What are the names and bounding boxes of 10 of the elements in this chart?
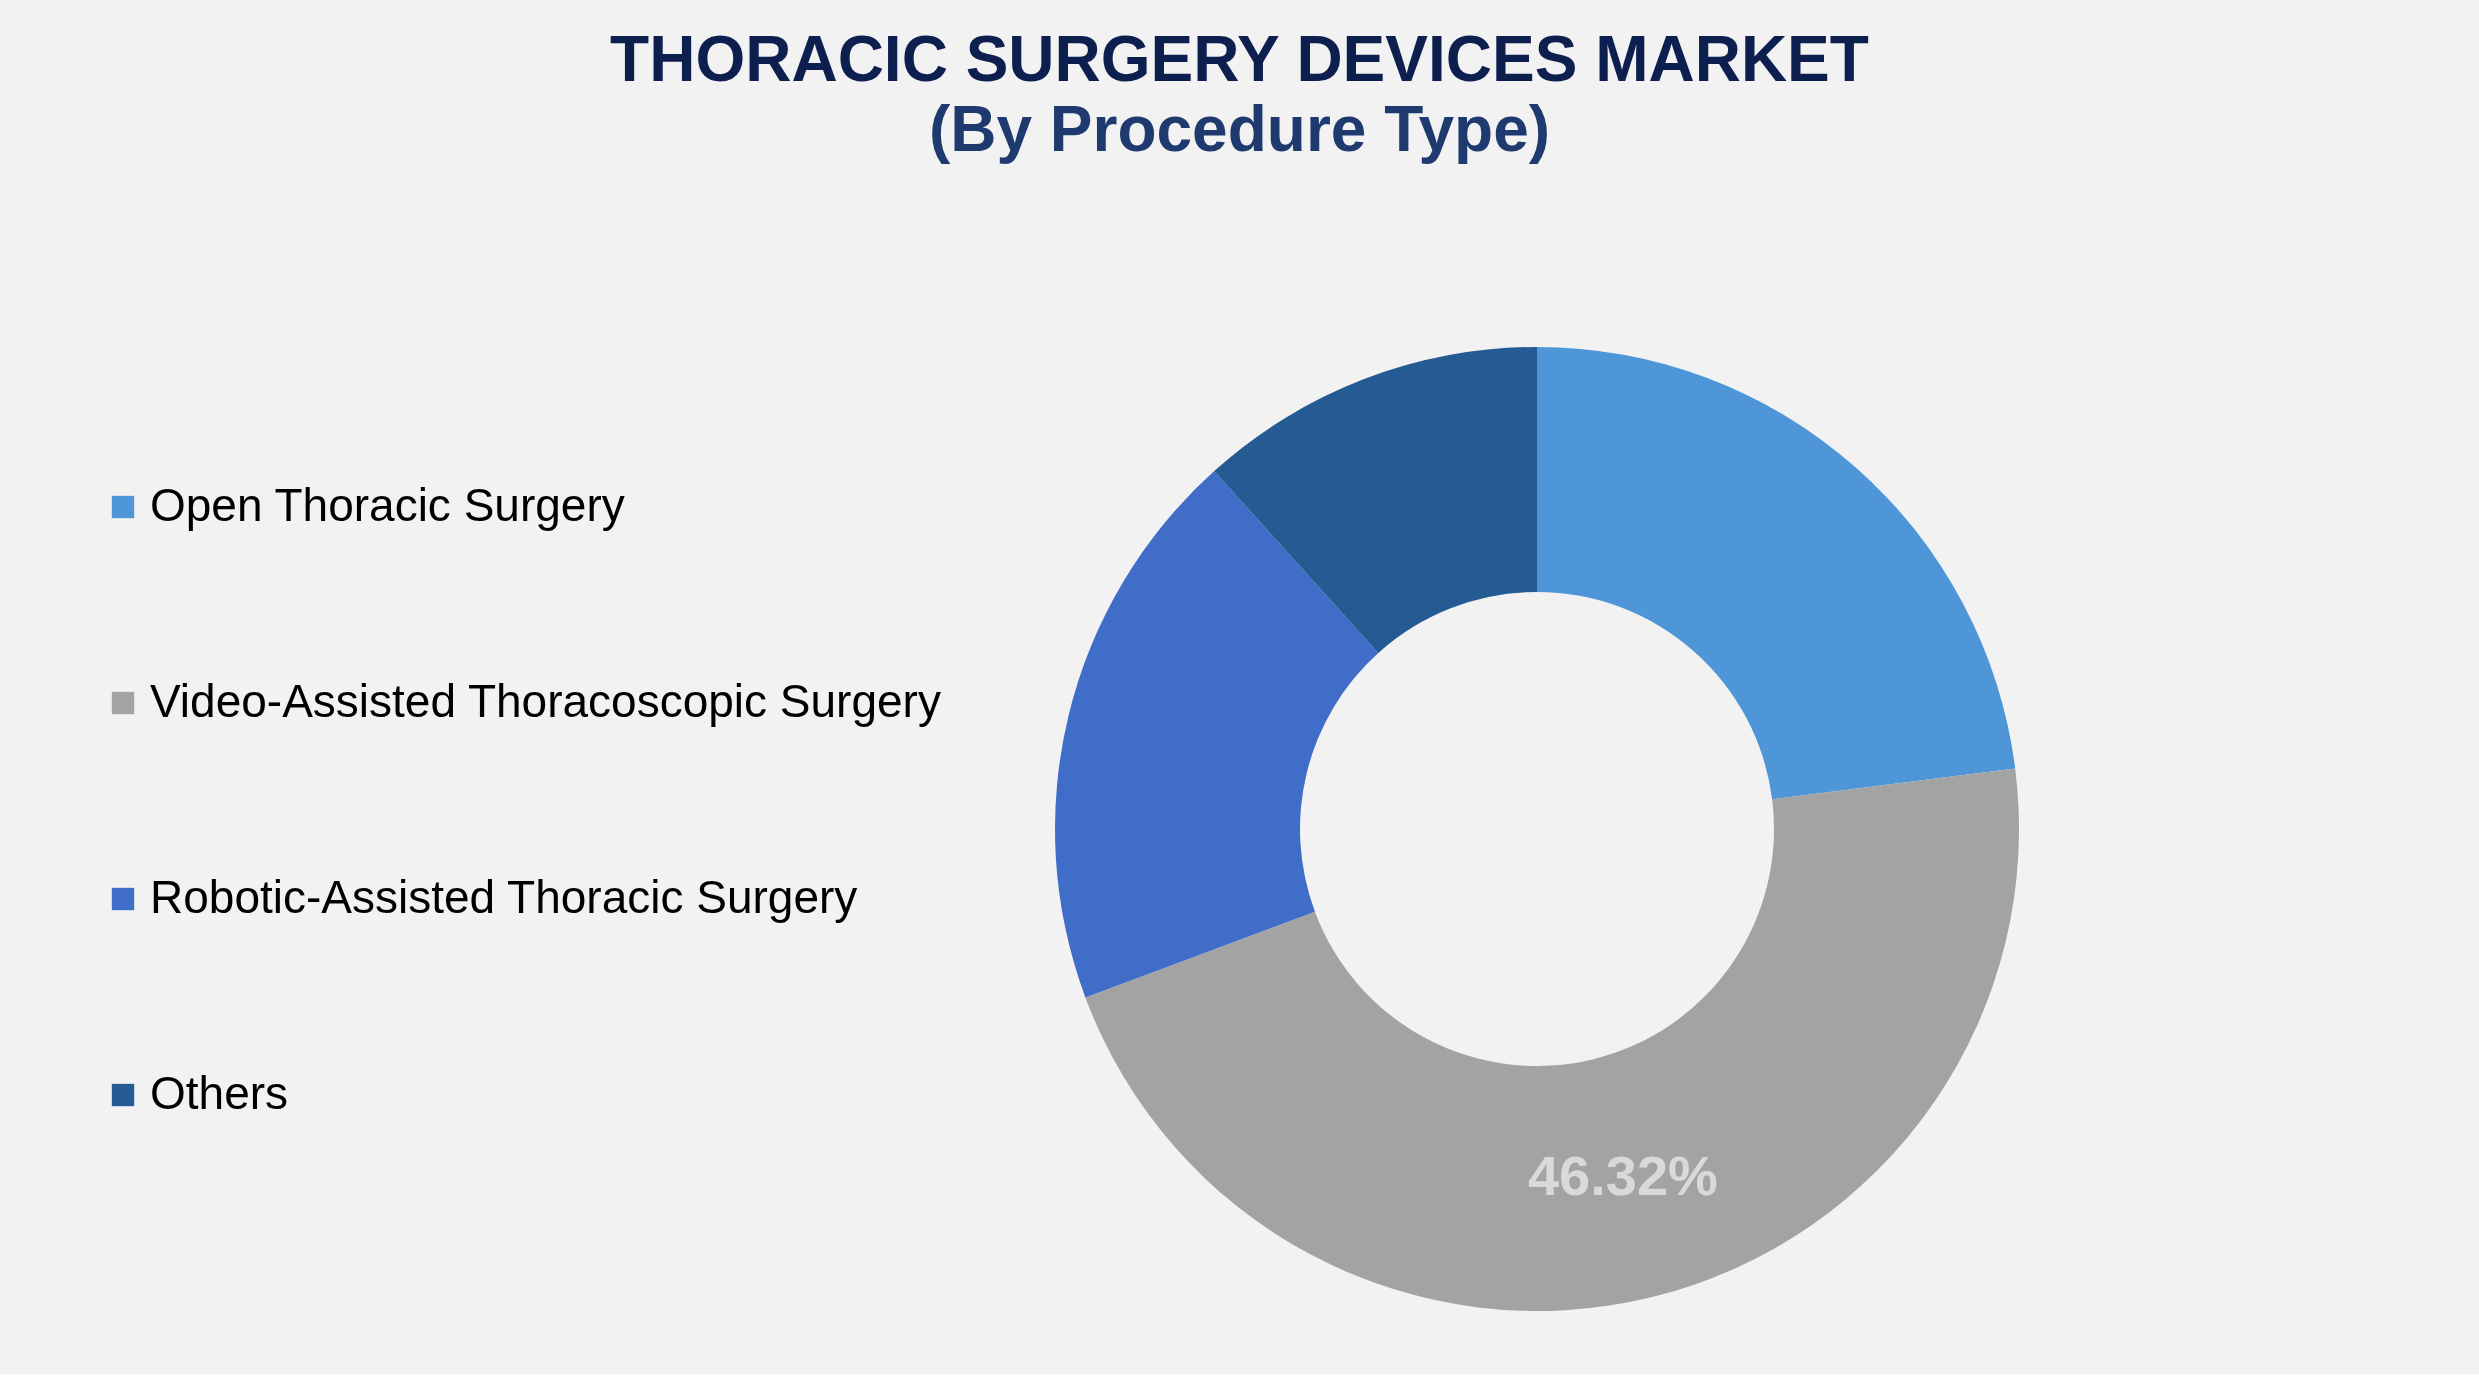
donut-slice — [1085, 768, 2019, 1311]
legend-label: Video-Assisted Thoracoscopic Surgery — [150, 675, 941, 727]
chart-subtitle: (By Procedure Type) — [928, 93, 1551, 165]
donut-slice — [1214, 347, 1537, 654]
donut-slice — [1537, 347, 2016, 800]
legend-label: Open Thoracic Surgery — [150, 479, 625, 531]
legend-label: Robotic-Assisted Thoracic Surgery — [150, 871, 858, 923]
donut-slice — [1055, 471, 1379, 998]
chart-title: THORACIC SURGERY DEVICES MARKET — [610, 23, 1869, 95]
legend-label: Others — [150, 1067, 289, 1119]
